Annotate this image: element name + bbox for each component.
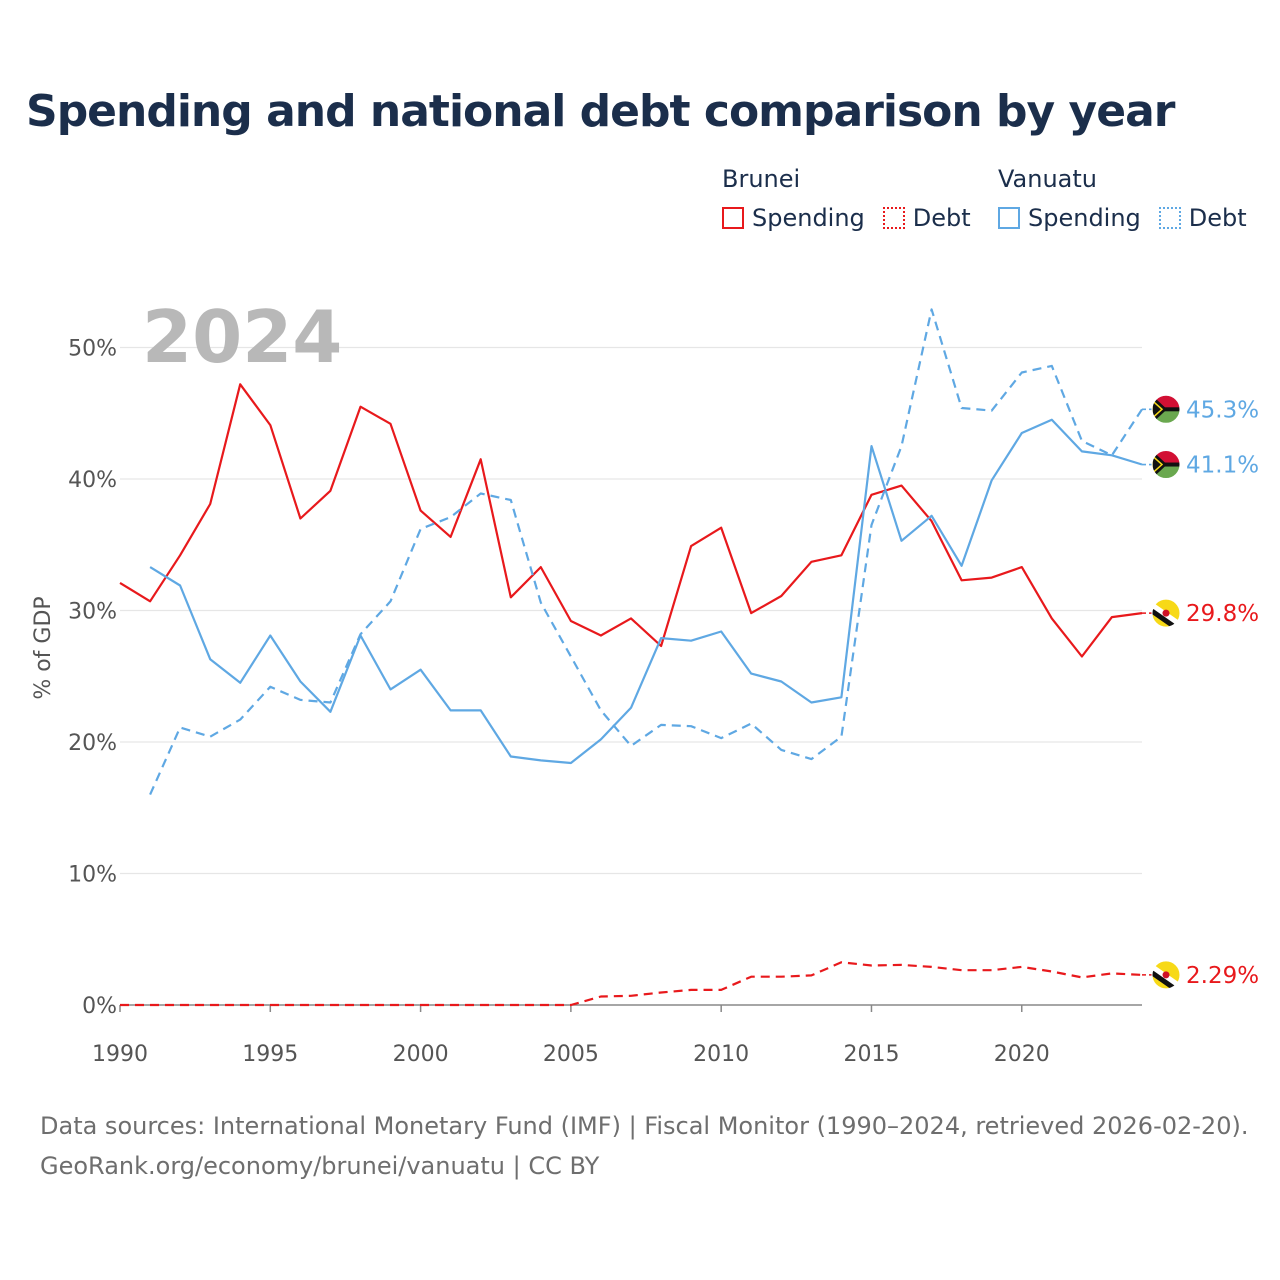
legend-swatch-dotted xyxy=(1158,207,1181,229)
legend-group-vanuatu: Vanuatu Spending Debt xyxy=(998,164,1247,232)
vanuatu-flag-icon xyxy=(1151,450,1181,480)
flag-outline xyxy=(1151,394,1181,424)
x-tick-label: 1990 xyxy=(92,1042,148,1067)
legend-label: Debt xyxy=(912,204,971,232)
legend-group-name: Vanuatu xyxy=(998,165,1098,193)
end-value-label: 2.29% xyxy=(1186,963,1259,989)
x-tick-label: 2020 xyxy=(994,1042,1050,1067)
flag-outline xyxy=(1151,960,1181,990)
y-tick-label: 50% xyxy=(68,337,117,362)
legend-group-name: Brunei xyxy=(722,165,801,193)
legend-item-vanuatu-debt[interactable]: Debt xyxy=(1158,204,1247,232)
series-line-brunei-debt[interactable] xyxy=(120,961,1143,1007)
legend-label: Spending xyxy=(1028,204,1141,232)
series-line-vanuatu-spending[interactable] xyxy=(149,418,1143,765)
y-tick-label: 30% xyxy=(68,600,117,625)
series-line-brunei-spending[interactable] xyxy=(119,383,1143,658)
x-tick-label: 2005 xyxy=(543,1042,599,1067)
y-tick-label: 10% xyxy=(68,863,117,888)
flag-outline xyxy=(1151,598,1181,628)
x-tick-label: 2015 xyxy=(843,1042,899,1067)
legend-item-brunei-debt[interactable]: Debt xyxy=(882,204,971,232)
legend-swatch-dotted xyxy=(882,207,905,229)
year-label: 2024 xyxy=(142,295,342,379)
gridlines xyxy=(120,346,1142,875)
y-axis-label: % of GDP xyxy=(31,596,56,699)
data-sources: Data sources: International Monetary Fun… xyxy=(40,1106,1248,1186)
sources-line-1: Data sources: International Monetary Fun… xyxy=(40,1112,1249,1140)
x-tick-label: 2010 xyxy=(693,1042,749,1067)
sources-line-2[interactable]: GeoRank.org/economy/brunei/vanuatu | CC … xyxy=(40,1152,600,1180)
axes: 0% 10% 20% 30% 40% 50% 1990 1995 2000 2005 2010 201… xyxy=(68,337,1142,1067)
chart-title: Spending and national debt comparison by… xyxy=(26,86,1175,137)
end-markers: 29.8% 2.29% 41.1% 45.3% xyxy=(1142,394,1259,990)
y-tick-label: 0% xyxy=(82,994,117,1019)
series-line-vanuatu-debt[interactable] xyxy=(149,308,1143,796)
y-tick-label: 40% xyxy=(68,468,117,493)
x-tick-label: 1995 xyxy=(242,1042,298,1067)
legend-label: Spending xyxy=(752,204,865,232)
legend-label: Debt xyxy=(1188,204,1247,232)
vanuatu-flag-icon xyxy=(1151,394,1181,424)
flag-outline xyxy=(1151,450,1181,480)
end-value-label: 29.8% xyxy=(1186,601,1259,627)
legend-swatch-solid xyxy=(998,207,1020,229)
brunei-flag-icon xyxy=(1151,598,1181,628)
end-value-label: 45.3% xyxy=(1186,397,1259,423)
brunei-flag-icon xyxy=(1151,960,1181,990)
x-tick-label: 2000 xyxy=(393,1042,449,1067)
series-lines xyxy=(119,308,1143,1007)
legend-swatch-solid xyxy=(722,207,744,229)
legend-item-vanuatu-spending[interactable]: Spending xyxy=(998,204,1141,232)
end-value-label: 41.1% xyxy=(1186,453,1259,479)
legend-group-brunei: Brunei Spending Debt xyxy=(722,164,989,232)
legend-item-brunei-spending[interactable]: Spending xyxy=(722,204,865,232)
y-tick-label: 20% xyxy=(68,731,117,756)
